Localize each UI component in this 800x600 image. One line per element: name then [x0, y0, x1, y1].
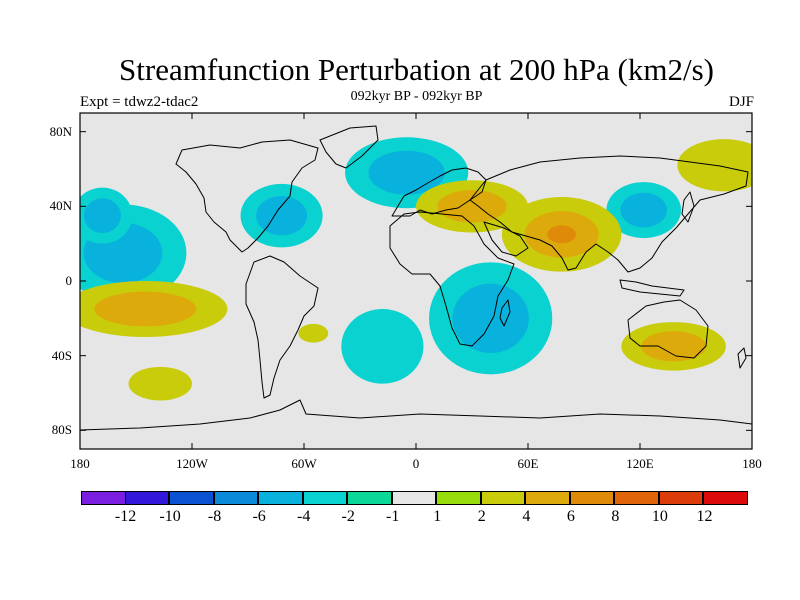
colorbar-label: 4 — [522, 508, 531, 525]
colorbar-label: 10 — [651, 508, 668, 525]
colorbar-label: 8 — [611, 508, 620, 525]
colorbar-label: 12 — [696, 508, 713, 525]
lat-label: 40N — [49, 198, 72, 214]
australia-positive-level-4 — [641, 331, 707, 362]
colorbar-box — [124, 491, 170, 505]
lon-label: 60E — [517, 456, 539, 471]
lon-label: 0 — [412, 456, 420, 471]
lat-label: 80N — [49, 123, 72, 139]
coast-africa — [389, 211, 515, 347]
colorbar-box — [436, 491, 481, 505]
colorbar-box — [569, 491, 615, 505]
colorbar-box — [525, 491, 570, 505]
coast-south-america — [245, 255, 319, 399]
plot-title: Streamfunction Perturbation at 200 hPa (… — [119, 52, 714, 87]
colorbar-label: -8 — [207, 508, 222, 525]
colorbar-box — [302, 491, 348, 505]
colorbar-box — [258, 491, 303, 505]
lat-label: 0 — [65, 273, 73, 288]
east-asia-negative-level-neg4 — [620, 192, 667, 228]
coast-greenland — [319, 125, 379, 169]
colorbar-label: -1 — [386, 508, 400, 525]
contour-fill — [80, 137, 752, 401]
colorbar-label: 6 — [566, 508, 575, 525]
colorbar-box — [81, 491, 126, 505]
colorbar-label: -10 — [159, 508, 181, 525]
plot-subtitle: 092kyr BP - 092kyr BP — [350, 89, 483, 104]
south-indian-negative-level-neg4 — [452, 283, 529, 354]
colorbar-box — [703, 491, 748, 505]
south-atlantic-negative-level-neg2 — [341, 309, 424, 384]
colorbar-label: -2 — [341, 508, 355, 525]
south-asia-positive-level-6 — [547, 225, 576, 244]
axis-ticks — [79, 113, 753, 449]
north-america-negative-level-neg4 — [256, 195, 308, 236]
arctic-siberia-positive-level-2 — [677, 139, 752, 192]
andes-positive-level-2 — [298, 323, 329, 343]
lon-label: 180 — [70, 456, 90, 471]
coast-madagascar — [499, 299, 511, 327]
coast-asia — [469, 155, 749, 273]
coast-new-zealand — [737, 347, 747, 369]
south-pacific-positive-level-4 — [94, 291, 197, 327]
colorbar-box — [347, 491, 392, 505]
experiment-label: Expt = tdwz2-tdac2 — [80, 94, 199, 110]
coast-indonesia — [619, 279, 685, 297]
colorbar-box — [169, 491, 214, 505]
lat-label: 40S — [51, 347, 72, 363]
pacific-west-negative-level-neg4 — [83, 198, 121, 234]
colorbar-box — [614, 491, 659, 505]
coastlines — [80, 125, 752, 431]
colorbar-box — [391, 491, 437, 505]
colorbar-box — [213, 491, 259, 505]
colorbar-label: 2 — [477, 508, 486, 525]
coast-japan — [681, 191, 695, 223]
colorbar-label: -4 — [296, 508, 311, 525]
coast-arabia — [483, 221, 529, 257]
colorbar-box — [658, 491, 704, 505]
north-africa-positive-level-4 — [437, 190, 507, 223]
colorbar-label: 1 — [433, 508, 442, 525]
colorbar-label: -12 — [114, 508, 137, 525]
lon-label: 180 — [742, 456, 762, 471]
season-label: DJF — [728, 94, 754, 110]
colorbar-label: -6 — [252, 508, 266, 525]
lon-label: 120W — [176, 456, 208, 471]
colorbar-box — [480, 491, 526, 505]
lon-label: 120E — [626, 456, 654, 471]
lon-label: 60W — [291, 456, 317, 471]
southern-ocean-positive-level-2 — [128, 366, 192, 401]
coast-antarctica — [80, 399, 752, 431]
coast-north-america — [175, 139, 319, 253]
coast-australia — [627, 299, 709, 359]
lat-label: 80S — [51, 422, 72, 438]
